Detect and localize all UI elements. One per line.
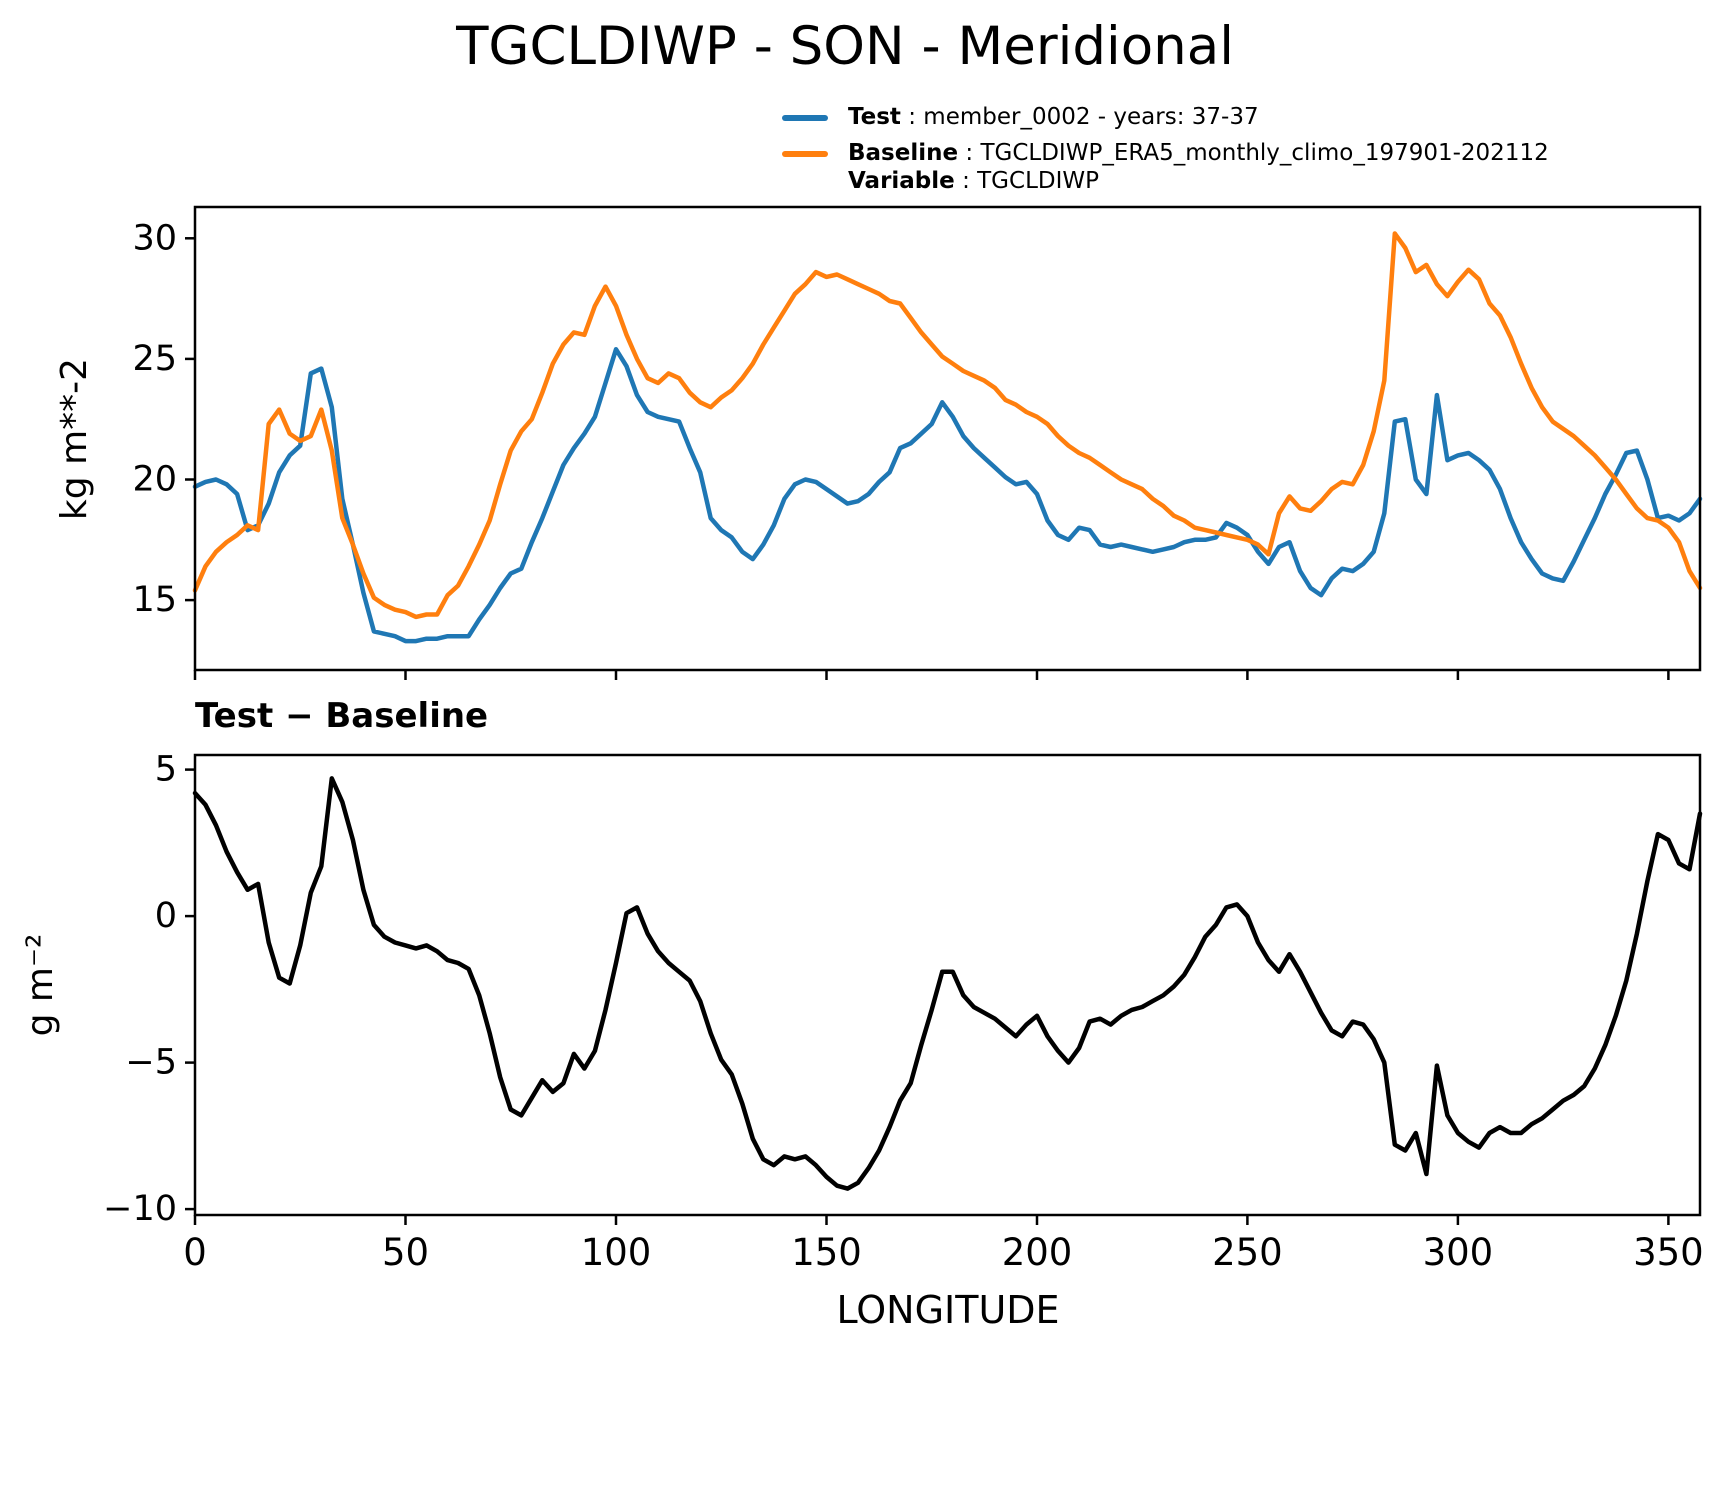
legend-variable-desc: : TGCLDIWP (954, 168, 1099, 194)
x-tick-label: 300 (1423, 1231, 1494, 1274)
legend-test-text: Test : member_0002 - years: 37-37 (848, 104, 1259, 130)
plot-border (193, 205, 1702, 672)
x-tick-label: 100 (581, 1231, 652, 1274)
baseline-line (192, 231, 1703, 620)
plot-border (193, 753, 1702, 1217)
legend: Test : member_0002 - years: 37-37 Baseli… (782, 104, 1549, 194)
legend-baseline-desc: : TGCLDIWP_ERA5_monthly_climo_197901-202… (958, 140, 1549, 166)
y-tick-label: −5 (125, 1043, 177, 1083)
x-tick-label: 200 (1002, 1231, 1073, 1274)
legend-row-test: Test : member_0002 - years: 37-37 (782, 104, 1549, 130)
y-tick-label: 20 (132, 460, 177, 500)
legend-test-desc: : member_0002 - years: 37-37 (900, 104, 1259, 130)
y-tick-label: 0 (155, 896, 177, 936)
baseline-line-swatch (782, 151, 828, 157)
legend-baseline-text: Baseline : TGCLDIWP_ERA5_monthly_climo_1… (848, 140, 1549, 194)
test-line-swatch (782, 115, 828, 121)
legend-baseline-label: Baseline (848, 140, 959, 166)
y-tick-label: 30 (132, 218, 177, 258)
legend-test-label: Test (848, 104, 901, 130)
x-tick-label: 150 (791, 1231, 862, 1274)
y-tick-label: 25 (132, 339, 177, 379)
y-tick-label: 15 (132, 580, 177, 620)
x-tick-label: 0 (183, 1231, 207, 1274)
test-line (192, 347, 1703, 644)
page-title: TGCLDIWP - SON - Meridional (456, 16, 1234, 77)
y-tick-label: −10 (103, 1189, 177, 1229)
legend-variable-label: Variable (848, 168, 955, 194)
y-axis-label: kg m**-2 (54, 358, 95, 520)
legend-baseline-line: Baseline : TGCLDIWP_ERA5_monthly_climo_1… (848, 140, 1549, 166)
x-axis-label: LONGITUDE (836, 1288, 1059, 1332)
x-tick-label: 250 (1212, 1231, 1283, 1274)
legend-row-baseline: Baseline : TGCLDIWP_ERA5_monthly_climo_1… (782, 140, 1549, 194)
y-tick-label: 5 (155, 750, 177, 790)
x-tick-label: 350 (1633, 1231, 1704, 1274)
y-axis-label: g m⁻² (20, 934, 61, 1037)
diff-panel-title: Test − Baseline (195, 696, 489, 736)
x-tick-label: 50 (382, 1231, 429, 1274)
test-minus-baseline-line (192, 776, 1703, 1191)
legend-variable-line: Variable : TGCLDIWP (848, 168, 1549, 194)
